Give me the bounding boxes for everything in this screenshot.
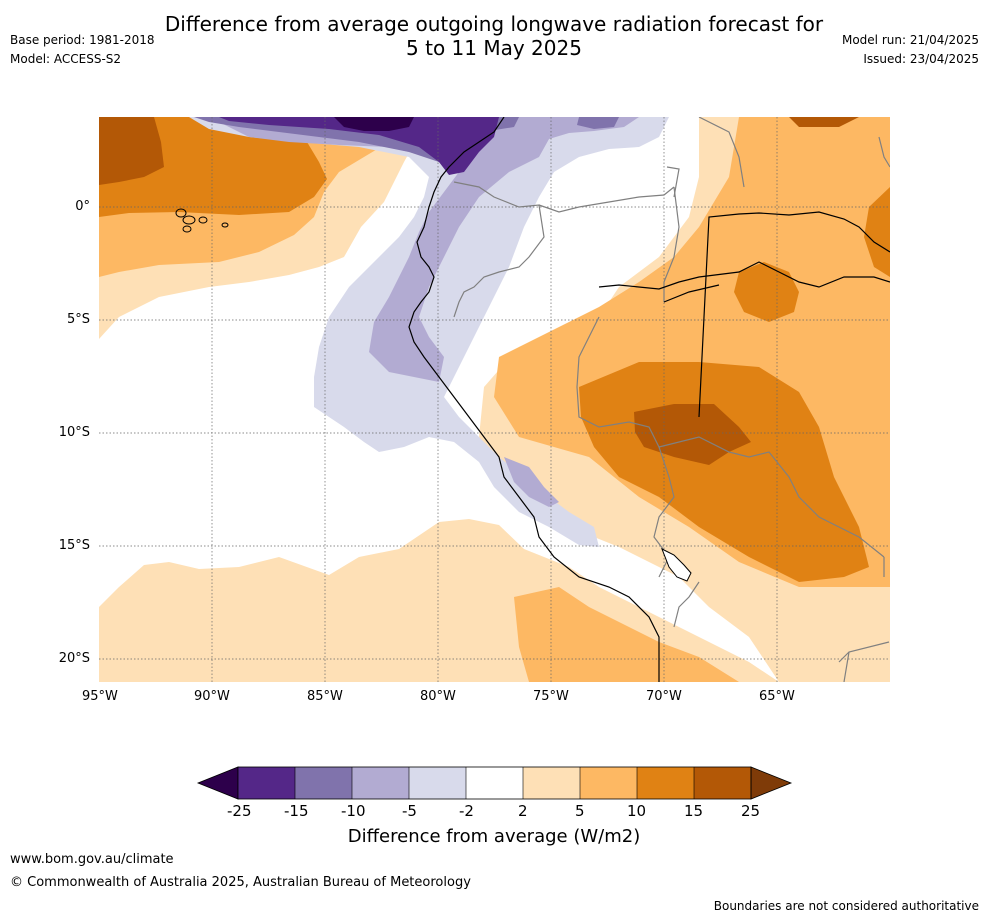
galapagos-islands [175, 208, 229, 233]
colorbar-bin-6 [523, 767, 580, 799]
lat-label-10s: 10°S [58, 425, 90, 440]
colorbar-extend-high [750, 766, 793, 800]
disclaimer-text: Boundaries are not considered authoritat… [713, 899, 979, 913]
title-line-1: Difference from average outgoing longwav… [164, 12, 824, 36]
map-title: Difference from average outgoing longwav… [0, 12, 988, 60]
coastline [408, 117, 890, 682]
contour-darkest-purple [334, 117, 414, 131]
contour-light-purple [189, 117, 669, 547]
contour-orange-south [514, 587, 739, 682]
base-period-text: Base period: 1981-2018 [10, 33, 155, 47]
colorbar-tick-15: 15 [684, 802, 704, 820]
model-run-text: Model run: 21/04/2025 [841, 33, 979, 47]
contour-mid-purple-patch [504, 457, 559, 507]
lon-label-90w: 90°W [194, 689, 230, 704]
contour-deep-purple [219, 117, 499, 175]
colorbar-bin-1 [238, 767, 295, 799]
lake-titicaca [661, 547, 692, 582]
colorbar-bin-3 [352, 767, 409, 799]
contour-mid-purple [209, 117, 639, 382]
colorbar-bin-2 [295, 767, 352, 799]
website-link[interactable]: www.bom.gov.au/climate [10, 852, 174, 867]
lat-label-15s: 15°S [58, 538, 90, 553]
contour-brown-northwest [99, 117, 164, 185]
gridlines [99, 117, 890, 682]
contour-dark-orange-small [734, 262, 799, 322]
colorbar-bin-8 [637, 767, 694, 799]
issued-text: Issued: 23/04/2025 [863, 52, 979, 66]
colorbar-tick-25: 25 [741, 802, 761, 820]
contour-brown-east [634, 404, 751, 465]
colorbar-bin-4 [409, 767, 466, 799]
lat-label-0: 0° [75, 199, 90, 214]
model-text: Model: ACCESS-S2 [10, 52, 122, 66]
lon-label-95w: 95°W [82, 689, 118, 704]
colorbar-tick-2: 2 [518, 802, 528, 820]
country-borders [453, 117, 890, 682]
colorbar-extend-low [196, 766, 239, 800]
colorbar-tick-neg25: -25 [227, 802, 252, 820]
colorbar-bin-9 [694, 767, 751, 799]
contour-dark-orange-northeast [864, 187, 890, 277]
colorbar-bin-7 [580, 767, 637, 799]
lon-label-70w: 70°W [646, 689, 682, 704]
colorbar-tick-neg10: -10 [341, 802, 366, 820]
colorbar-bin-5 [466, 767, 523, 799]
colorbar-tick-neg2: -2 [459, 802, 474, 820]
contour-dark-purple-east [577, 117, 619, 129]
title-line-2: 5 to 11 May 2025 [406, 36, 582, 60]
colorbar-title: Difference from average (W/m2) [347, 826, 641, 847]
lon-label-65w: 65°W [759, 689, 795, 704]
colorbar-tick-neg15: -15 [284, 802, 309, 820]
colorbar-tick-neg5: -5 [402, 802, 417, 820]
anomaly-map [99, 117, 890, 682]
lon-label-85w: 85°W [307, 689, 343, 704]
lat-label-20s: 20°S [58, 651, 90, 666]
colorbar-tick-10: 10 [627, 802, 647, 820]
copyright-text: © Commonwealth of Australia 2025, Austra… [10, 875, 471, 890]
contour-brown-small-ne [789, 117, 859, 127]
lon-label-80w: 80°W [420, 689, 456, 704]
lat-label-5s: 5°S [66, 312, 90, 327]
colorbar [196, 766, 793, 800]
colorbar-tick-5: 5 [575, 802, 585, 820]
lon-label-75w: 75°W [533, 689, 569, 704]
